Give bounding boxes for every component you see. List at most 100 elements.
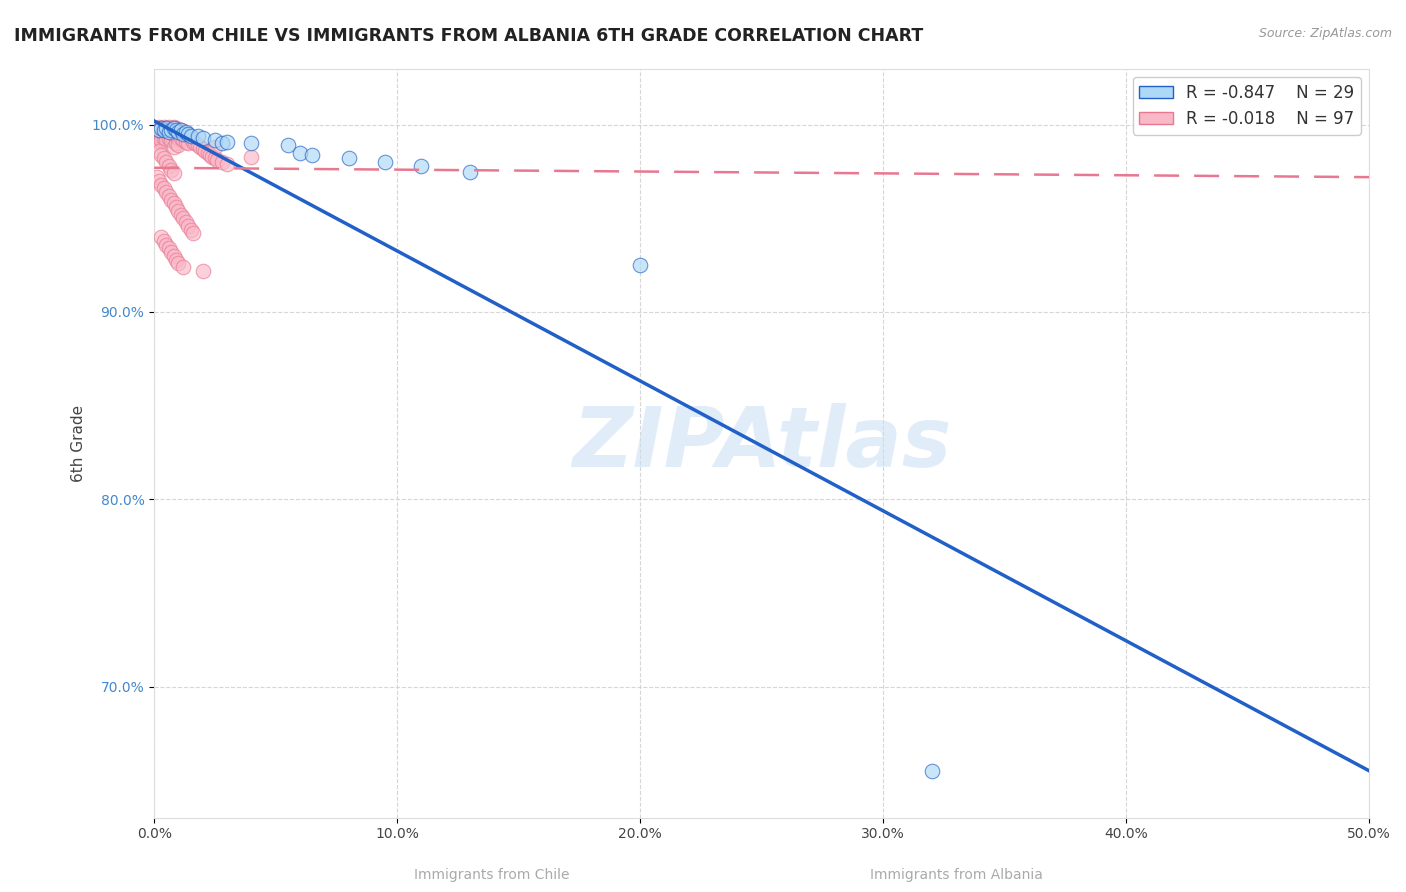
Point: [155, 121, 177, 136]
Text: IMMIGRANTS FROM CHILE VS IMMIGRANTS FROM ALBANIA 6TH GRADE CORRELATION CHART: IMMIGRANTS FROM CHILE VS IMMIGRANTS FROM…: [14, 27, 924, 45]
Point: [160, 245, 183, 260]
Point: [145, 170, 167, 185]
Point: [165, 121, 187, 136]
Point: [150, 230, 173, 244]
Point: [215, 135, 238, 149]
Point: [160, 193, 183, 207]
Point: [165, 128, 187, 143]
Point: [240, 136, 263, 151]
Point: [174, 215, 197, 229]
Point: [201, 149, 224, 163]
Point: [150, 178, 173, 192]
Point: [165, 123, 187, 137]
Point: [211, 155, 233, 169]
Point: [187, 138, 209, 153]
Point: [204, 152, 226, 166]
Text: Immigrants from Albania: Immigrants from Albania: [870, 868, 1042, 881]
Point: [181, 227, 204, 241]
Point: [165, 136, 187, 151]
Point: [162, 196, 184, 211]
Point: [177, 219, 200, 233]
Point: [215, 157, 238, 171]
Point: [277, 138, 299, 153]
Point: [145, 128, 167, 143]
Point: [148, 120, 170, 134]
Point: [170, 130, 193, 145]
Point: [180, 128, 202, 143]
Point: [148, 123, 170, 137]
Point: [174, 127, 197, 141]
Point: [165, 252, 187, 267]
Point: [177, 128, 200, 143]
Point: [150, 133, 173, 147]
Point: [207, 153, 229, 168]
Point: [153, 120, 176, 134]
Point: [153, 130, 176, 145]
Point: [155, 125, 177, 139]
Point: [184, 136, 207, 151]
Point: [157, 120, 180, 134]
Point: [153, 234, 176, 248]
Point: [157, 125, 180, 139]
Point: [145, 133, 167, 147]
Point: [162, 121, 184, 136]
Point: [337, 152, 360, 166]
Point: [148, 130, 170, 145]
Point: [167, 138, 190, 153]
Y-axis label: 6th Grade: 6th Grade: [72, 404, 86, 482]
Point: [191, 264, 214, 278]
Point: [160, 125, 183, 139]
Point: [374, 155, 396, 169]
Point: [160, 128, 183, 143]
Point: [170, 123, 193, 137]
Point: [153, 181, 176, 195]
Point: [157, 123, 180, 137]
Point: [155, 133, 177, 147]
Point: [155, 237, 177, 252]
Point: [153, 123, 176, 137]
Point: [174, 125, 197, 139]
Point: [198, 147, 221, 161]
Point: [148, 127, 170, 141]
Point: [145, 125, 167, 139]
Text: Source: ZipAtlas.com: Source: ZipAtlas.com: [1258, 27, 1392, 40]
Point: [162, 120, 184, 134]
Point: [172, 211, 194, 226]
Point: [172, 260, 194, 274]
Point: [172, 127, 194, 141]
Point: [197, 145, 219, 160]
Point: [148, 135, 170, 149]
Point: [160, 133, 183, 147]
Point: [921, 764, 943, 778]
Point: [172, 125, 194, 139]
Point: [157, 127, 180, 141]
Point: [181, 135, 204, 149]
Point: [172, 133, 194, 147]
Point: [155, 155, 177, 169]
Point: [204, 133, 226, 147]
Point: [180, 222, 202, 236]
Point: [167, 256, 190, 270]
Point: [162, 166, 184, 180]
Point: [174, 135, 197, 149]
Point: [148, 174, 170, 188]
Point: [167, 123, 190, 137]
Point: [167, 203, 190, 218]
Point: [145, 121, 167, 136]
Point: [157, 241, 180, 255]
Legend: R = -0.847    N = 29, R = -0.018    N = 97: R = -0.847 N = 29, R = -0.018 N = 97: [1133, 77, 1361, 135]
Point: [155, 121, 177, 136]
Point: [170, 123, 193, 137]
Point: [411, 159, 433, 173]
Point: [288, 145, 311, 160]
Point: [162, 123, 184, 137]
Point: [162, 127, 184, 141]
Point: [191, 130, 214, 145]
Point: [153, 127, 176, 141]
Point: [177, 136, 200, 151]
Point: [150, 121, 173, 136]
Point: [211, 136, 233, 151]
Point: [160, 162, 183, 177]
Point: [155, 128, 177, 143]
Point: [162, 140, 184, 154]
